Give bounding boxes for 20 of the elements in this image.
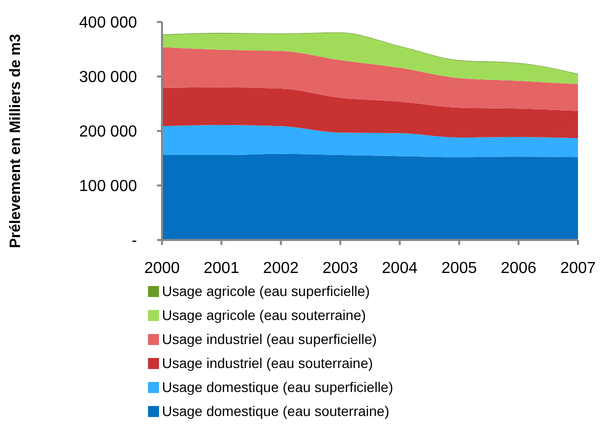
- x-tick-label: 2005: [441, 260, 478, 277]
- legend-label: Usage agricole (eau souterraine): [162, 307, 366, 323]
- legend-label: Usage industriel (eau superficielle): [162, 331, 377, 347]
- legend-label: Usage domestique (eau superficielle): [162, 379, 394, 395]
- y-tick-label: 200 000: [79, 124, 138, 141]
- y-tick-label: 400 000: [79, 14, 138, 32]
- x-tick-label: 2002: [263, 260, 299, 277]
- x-tick-label: 2007: [560, 260, 596, 277]
- legend-label: Usage agricole (eau superficielle): [162, 283, 370, 299]
- y-tick-label: 300 000: [79, 69, 138, 86]
- x-tick-label: 2003: [322, 260, 358, 277]
- legend-label: Usage domestique (eau souterraine): [162, 403, 390, 419]
- x-tick-label: 2004: [382, 260, 418, 277]
- y-axis-title: Prélevement en Milliers de m3: [7, 34, 24, 248]
- y-tick-label: -: [132, 232, 137, 250]
- y-tick-label: 100 000: [79, 178, 138, 196]
- x-tick-label: 2001: [204, 260, 240, 277]
- x-tick-label: 2000: [144, 260, 180, 277]
- legend-label: Usage industriel (eau souterraine): [162, 355, 373, 371]
- x-tick-label: 2006: [500, 260, 536, 277]
